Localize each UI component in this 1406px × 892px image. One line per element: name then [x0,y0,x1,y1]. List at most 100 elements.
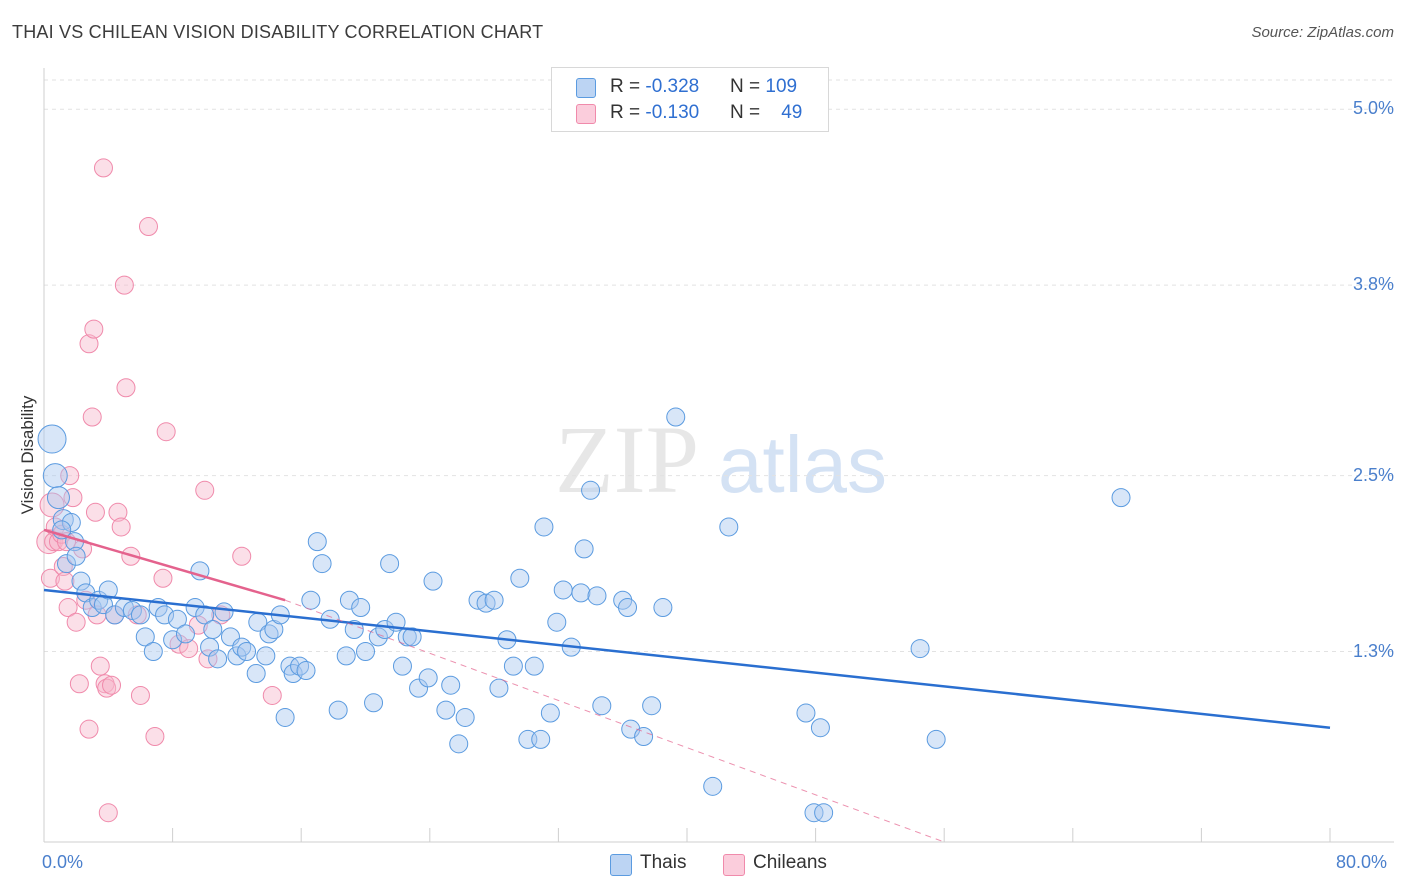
chileans-point [111,517,131,537]
thais-point [339,590,359,610]
chileans-point [40,568,60,588]
thais-point [796,703,816,723]
x-tick-min: 0.0% [42,852,84,872]
thais-point [581,480,601,500]
chileans-point [98,803,118,823]
thais-point [57,554,77,574]
thais-point [214,602,234,622]
thais-point [587,586,607,606]
thais-point [926,729,946,749]
thais-point [155,605,175,625]
watermark-zip: ZIP [555,406,699,513]
thais-point [135,627,155,647]
y-tick-label: 3.8% [1352,274,1394,295]
thais-point [455,707,475,727]
thais-point [634,726,654,746]
thais-point [46,486,70,510]
thais-point [246,663,266,683]
thais-point [312,554,332,574]
thais-point [810,718,830,738]
chileans-point [108,502,128,522]
chileans-point [262,685,282,705]
chileans-point [195,480,215,500]
thais-point [540,703,560,723]
thais-swatch [576,78,596,98]
x-tick-max: 80.0% [1336,852,1388,872]
chileans-point [114,275,134,295]
thais-point [510,568,530,588]
thais-point [105,605,125,625]
legend-n-label-thais: N = [730,76,766,97]
thais-point [98,580,118,600]
chileans-point [69,674,89,694]
thais-point [208,649,228,669]
thais-point [418,668,438,688]
chileans-swatch [576,104,596,124]
thais-point [336,646,356,666]
chart-title: THAI VS CHILEAN VISION DISABILITY CORREL… [12,22,544,42]
thais-point [380,554,400,574]
thais-point [42,463,68,489]
chileans-point [66,612,86,632]
legend-r-label-chileans: R = [610,102,646,123]
chileans-point [232,546,252,566]
thais-point [275,707,295,727]
chileans-point [145,726,165,746]
chileans-point [93,158,113,178]
chileans-point [130,685,150,705]
thais-point [203,620,223,640]
thais-point [910,639,930,659]
y-tick-label: 5.0% [1352,98,1394,119]
chileans-point [79,334,99,354]
chileans-point [53,557,73,577]
thais-point [37,424,67,454]
thais-point [356,642,375,661]
y-tick-label: 2.5% [1352,464,1394,485]
thais-point [703,776,723,796]
thais-point [328,700,348,720]
chileans-point [153,568,173,588]
thais-trend-line [43,588,1331,729]
thais-point [402,627,422,647]
thais-point [503,656,523,676]
legend-n-value-thais: 109 [765,76,798,97]
thais-point [368,627,388,647]
thais-point [814,803,834,823]
legend-n-value-chileans: 49 [781,102,803,123]
bottom-legend-chileans-label: Chileans [753,852,827,873]
legend-n-label-chileans: N = [730,102,766,123]
thais-point [364,693,384,713]
thais-point [301,590,321,610]
thais-point [227,646,247,666]
thais-point [574,539,594,559]
chileans-point [82,407,102,427]
y-tick-label: 1.3% [1352,640,1394,661]
chileans-point [179,639,199,659]
thais-point [804,803,824,823]
chileans-point [84,319,104,339]
watermark-atlas: atlas [718,420,887,509]
thais-point [547,612,567,632]
chileans-point [55,571,75,591]
thais-point [441,675,461,695]
thais-point [307,532,327,552]
thais-point [534,517,554,537]
thais-point [163,630,183,650]
thais-point [592,696,612,716]
thais-point [296,661,316,681]
chileans-point [58,598,78,618]
thais-point [71,571,91,591]
thais-point [484,590,504,610]
thais-point [524,656,544,676]
bottom-legend-thais-swatch [610,854,632,876]
legend-r-value-chileans: -0.130 [645,102,700,123]
chileans-point [138,217,158,237]
thais-point [167,609,187,629]
correlation-legend: R = -0.328 N = 109 R = -0.130 N = 49 [551,67,829,132]
thais-point [642,696,662,716]
thais-point [344,620,364,640]
chileans-trend-line-extension [284,599,945,843]
thais-point [237,642,257,661]
chileans-point [116,378,136,398]
